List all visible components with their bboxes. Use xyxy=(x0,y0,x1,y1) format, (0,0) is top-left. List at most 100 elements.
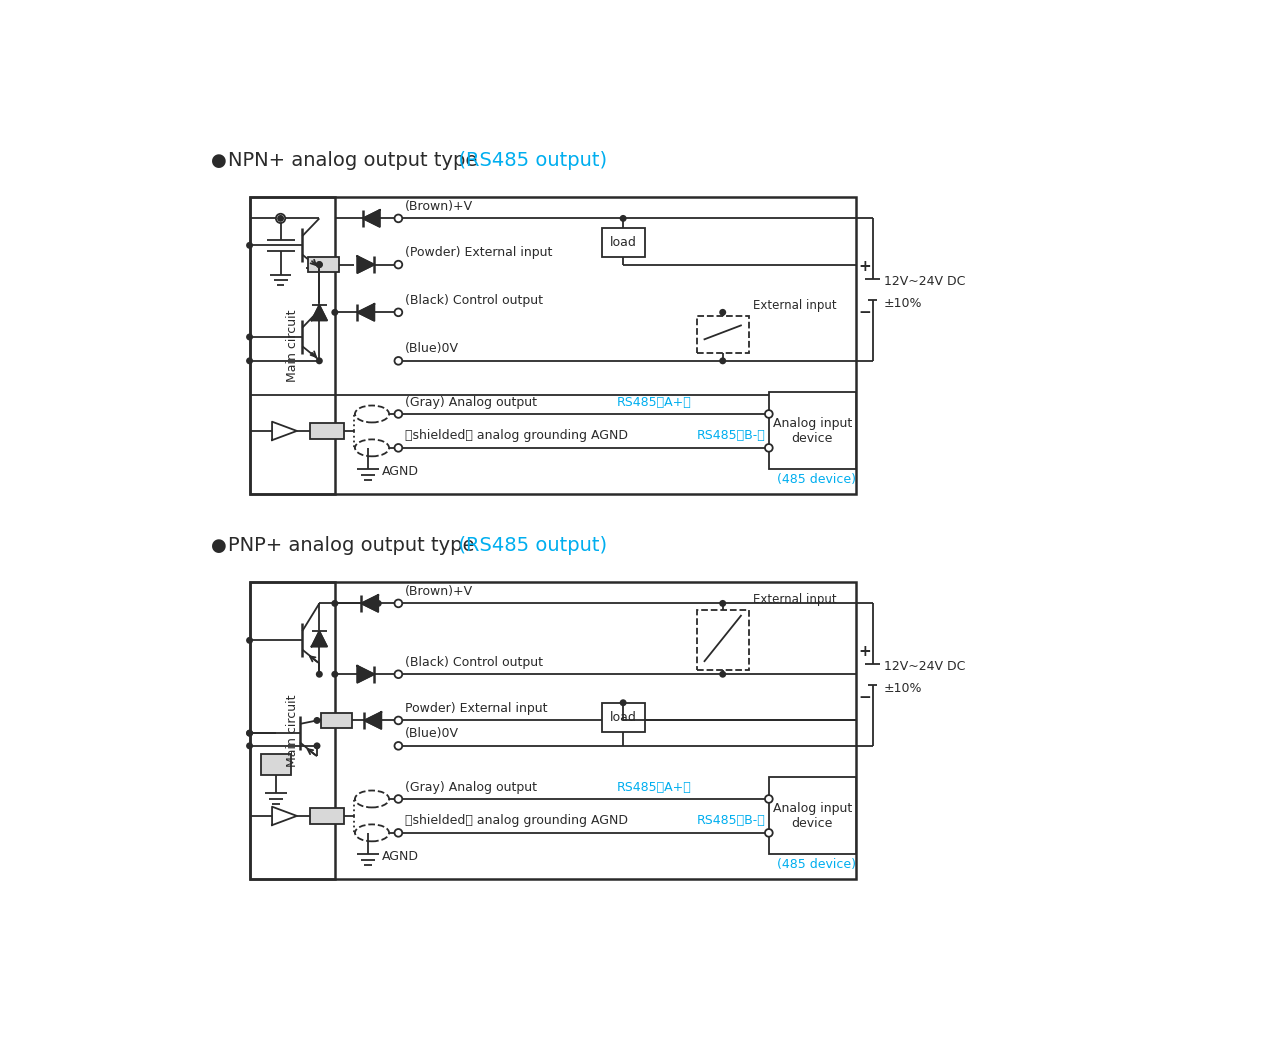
Circle shape xyxy=(374,600,382,607)
FancyBboxPatch shape xyxy=(769,393,855,469)
Circle shape xyxy=(765,830,773,837)
FancyBboxPatch shape xyxy=(602,702,645,732)
FancyBboxPatch shape xyxy=(261,754,291,776)
FancyBboxPatch shape xyxy=(769,777,855,855)
Circle shape xyxy=(395,670,402,678)
Polygon shape xyxy=(364,712,381,729)
FancyBboxPatch shape xyxy=(321,713,352,728)
FancyBboxPatch shape xyxy=(310,808,344,823)
Polygon shape xyxy=(311,631,328,647)
FancyBboxPatch shape xyxy=(307,257,339,272)
Circle shape xyxy=(395,742,402,750)
Circle shape xyxy=(277,215,285,222)
Text: (Gray) Analog output: (Gray) Analog output xyxy=(405,396,536,408)
Circle shape xyxy=(247,742,253,750)
Polygon shape xyxy=(357,256,374,273)
Text: External input: External input xyxy=(753,592,836,606)
FancyBboxPatch shape xyxy=(602,228,645,257)
Text: (485 device): (485 device) xyxy=(777,858,855,871)
Circle shape xyxy=(247,242,253,249)
Text: Main circuit: Main circuit xyxy=(286,694,299,766)
Circle shape xyxy=(247,357,253,364)
Text: NPN+ analog output type: NPN+ analog output type xyxy=(228,151,477,170)
Text: ●: ● xyxy=(211,151,226,170)
Circle shape xyxy=(331,600,338,607)
Circle shape xyxy=(316,261,323,268)
Circle shape xyxy=(247,334,253,340)
Circle shape xyxy=(395,214,402,223)
Text: Analog input
device: Analog input device xyxy=(773,802,851,830)
Circle shape xyxy=(620,215,626,222)
Circle shape xyxy=(276,214,285,223)
Text: （shielded） analog grounding AGND: （shielded） analog grounding AGND xyxy=(405,815,627,827)
Polygon shape xyxy=(362,595,378,612)
Text: 12V~24V DC: 12V~24V DC xyxy=(883,660,965,673)
Circle shape xyxy=(395,357,402,364)
Circle shape xyxy=(395,260,402,269)
Circle shape xyxy=(720,600,726,607)
Text: ±10%: ±10% xyxy=(883,682,922,695)
Circle shape xyxy=(316,357,323,364)
Circle shape xyxy=(247,637,253,644)
Circle shape xyxy=(720,357,726,364)
Circle shape xyxy=(395,444,402,452)
Text: (Brown)+V: (Brown)+V xyxy=(405,585,473,598)
Text: RS485（A+）: RS485（A+） xyxy=(617,396,692,408)
Text: (Blue)0V: (Blue)0V xyxy=(405,728,459,740)
Text: Main circuit: Main circuit xyxy=(286,309,299,382)
Circle shape xyxy=(395,600,402,607)
Circle shape xyxy=(331,309,338,316)
Text: load: load xyxy=(610,236,636,249)
Text: (Black) Control output: (Black) Control output xyxy=(405,294,543,307)
Circle shape xyxy=(314,742,320,750)
Circle shape xyxy=(247,730,253,737)
Circle shape xyxy=(395,830,402,837)
Text: (Blue)0V: (Blue)0V xyxy=(405,342,459,356)
Circle shape xyxy=(765,795,773,803)
Circle shape xyxy=(395,309,402,316)
Circle shape xyxy=(316,671,323,677)
Polygon shape xyxy=(357,666,374,683)
Text: Analog input
device: Analog input device xyxy=(773,417,851,445)
Circle shape xyxy=(331,671,338,677)
Text: ●: ● xyxy=(211,537,226,554)
Text: （shielded） analog grounding AGND: （shielded） analog grounding AGND xyxy=(405,429,627,442)
Text: Powder) External input: Powder) External input xyxy=(405,702,546,715)
Text: (485 device): (485 device) xyxy=(777,474,855,486)
Circle shape xyxy=(395,716,402,724)
Circle shape xyxy=(620,699,626,707)
Text: AGND: AGND xyxy=(382,849,419,863)
Circle shape xyxy=(395,795,402,803)
Text: −: − xyxy=(859,304,872,320)
Text: RS485（B-）: RS485（B-） xyxy=(697,815,765,827)
Circle shape xyxy=(765,411,773,418)
Circle shape xyxy=(720,309,726,316)
Text: RS485（A+）: RS485（A+） xyxy=(617,780,692,794)
Polygon shape xyxy=(311,304,328,320)
Circle shape xyxy=(314,717,320,723)
Circle shape xyxy=(765,444,773,452)
Text: (RS485 output): (RS485 output) xyxy=(447,537,607,555)
Text: +: + xyxy=(859,645,872,659)
Text: (Powder) External input: (Powder) External input xyxy=(405,246,552,259)
Circle shape xyxy=(247,730,253,737)
Text: PNP+ analog output type: PNP+ analog output type xyxy=(228,537,474,555)
Text: load: load xyxy=(610,711,636,723)
Polygon shape xyxy=(357,303,374,321)
Text: External input: External input xyxy=(753,299,836,312)
Text: RS485（B-）: RS485（B-） xyxy=(697,429,765,442)
Text: (Brown)+V: (Brown)+V xyxy=(405,200,473,213)
Text: ±10%: ±10% xyxy=(883,297,922,310)
Text: (Gray) Analog output: (Gray) Analog output xyxy=(405,780,536,794)
FancyBboxPatch shape xyxy=(310,423,344,439)
Text: (Black) Control output: (Black) Control output xyxy=(405,656,543,669)
Text: (RS485 output): (RS485 output) xyxy=(447,151,607,170)
Text: −: − xyxy=(859,690,872,705)
Text: +: + xyxy=(859,259,872,274)
Text: AGND: AGND xyxy=(382,465,419,478)
Text: 12V~24V DC: 12V~24V DC xyxy=(883,275,965,289)
Circle shape xyxy=(316,261,323,268)
Polygon shape xyxy=(363,210,379,227)
Circle shape xyxy=(395,411,402,418)
Circle shape xyxy=(720,671,726,677)
